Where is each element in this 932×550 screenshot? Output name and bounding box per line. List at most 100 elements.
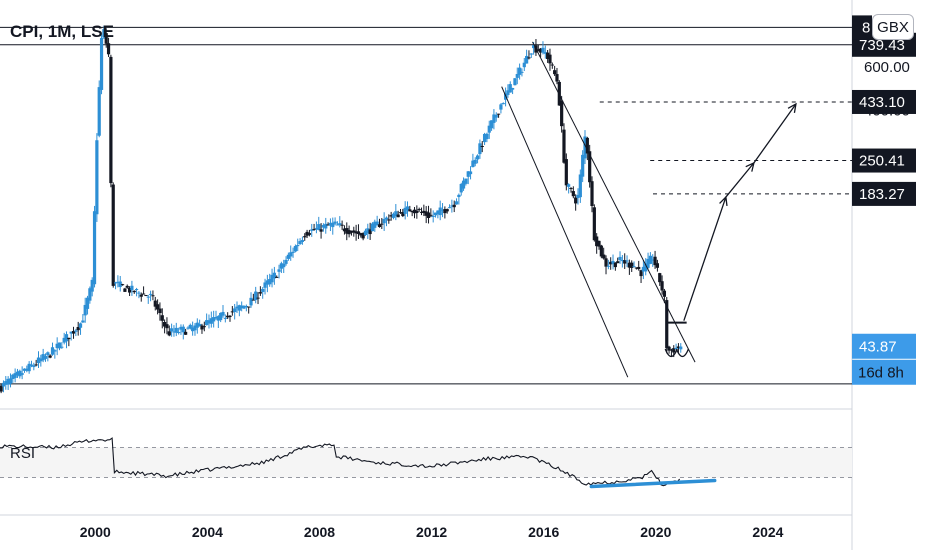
candle-body (630, 262, 634, 268)
currency-button[interactable]: GBX (872, 14, 914, 40)
candle (6, 376, 10, 391)
candle-body (247, 306, 251, 308)
candle-body (85, 297, 90, 309)
candle (118, 275, 122, 292)
x-tick-label: 2000 (80, 524, 111, 540)
candle (328, 218, 333, 232)
candle (475, 154, 480, 164)
candle (1, 380, 6, 393)
candle (342, 225, 347, 235)
candle-body (485, 133, 489, 140)
candle-body (310, 229, 314, 231)
candle (272, 266, 276, 285)
candle (53, 349, 57, 359)
chart-title: CPI, 1M, LSE (10, 22, 114, 41)
horizontal-lines (0, 26, 852, 385)
candle (74, 328, 78, 337)
countdown-box (852, 359, 916, 385)
candle (433, 212, 438, 218)
candle-body (57, 342, 62, 349)
candle (214, 310, 218, 320)
candle-body (312, 228, 316, 230)
candle-body (275, 276, 279, 278)
candle-body (370, 223, 375, 232)
arrow-head (787, 102, 797, 113)
candle (606, 259, 610, 270)
candle-body (226, 315, 230, 318)
candle (574, 194, 578, 211)
candle (335, 221, 340, 226)
candle-body (527, 57, 531, 59)
candle (658, 272, 662, 286)
candle (181, 324, 185, 340)
candle-body (151, 295, 155, 297)
candle (578, 169, 582, 203)
candle (487, 120, 491, 139)
candle-body (625, 260, 629, 262)
candle (447, 204, 452, 209)
candle (473, 157, 477, 167)
candle (637, 260, 641, 271)
candle-body (660, 281, 664, 291)
candle (39, 354, 43, 367)
candle (391, 212, 396, 220)
candle-body (387, 219, 391, 221)
rsi-label: RSI (10, 445, 35, 462)
candle-body (653, 256, 657, 266)
candle (496, 113, 501, 118)
candle-body (585, 137, 589, 154)
candle-body (18, 370, 22, 377)
candle-body (300, 240, 305, 242)
candle-body (646, 258, 650, 268)
candle-body (674, 347, 678, 350)
candle-body (193, 325, 197, 331)
candle-body (377, 224, 382, 228)
candle-body (134, 289, 139, 291)
candle-body (165, 324, 169, 329)
candle (354, 224, 358, 241)
candle-body (634, 267, 638, 269)
candle (240, 301, 244, 312)
candle-body (20, 373, 24, 375)
candle-body (560, 100, 564, 127)
candle-body (627, 262, 631, 268)
candle (254, 286, 258, 304)
candle (461, 177, 466, 191)
candle-body (212, 317, 216, 322)
candle-body (284, 259, 288, 264)
candle (11, 373, 15, 383)
candle (571, 186, 575, 199)
candle (426, 205, 431, 224)
candle (331, 217, 335, 235)
candle-body (513, 78, 517, 86)
candle (501, 102, 505, 105)
candle-body (667, 346, 671, 351)
candle (25, 365, 29, 373)
candle (529, 53, 533, 58)
candle (235, 301, 239, 314)
candle-body (263, 282, 267, 288)
arrow-shaft (753, 103, 797, 164)
candle-body (326, 224, 330, 226)
candle (482, 132, 487, 146)
candle (247, 306, 251, 314)
candle-body (471, 160, 475, 168)
candle-body (487, 125, 491, 133)
candle-body (417, 208, 421, 210)
candle (200, 323, 204, 334)
last-price-label: 43.87 (859, 339, 897, 356)
candle (148, 290, 153, 302)
candle-body (60, 346, 64, 348)
x-tick-label: 2016 (528, 524, 559, 540)
candle (144, 295, 148, 297)
candle-body (347, 230, 351, 235)
candle-body (457, 194, 461, 198)
candle-body (543, 52, 547, 54)
candle (92, 205, 97, 288)
candle (419, 207, 424, 216)
candle-body (55, 343, 59, 349)
candle-body (583, 136, 587, 159)
candle (536, 44, 540, 52)
candle (163, 319, 167, 334)
candle-body (186, 327, 190, 329)
